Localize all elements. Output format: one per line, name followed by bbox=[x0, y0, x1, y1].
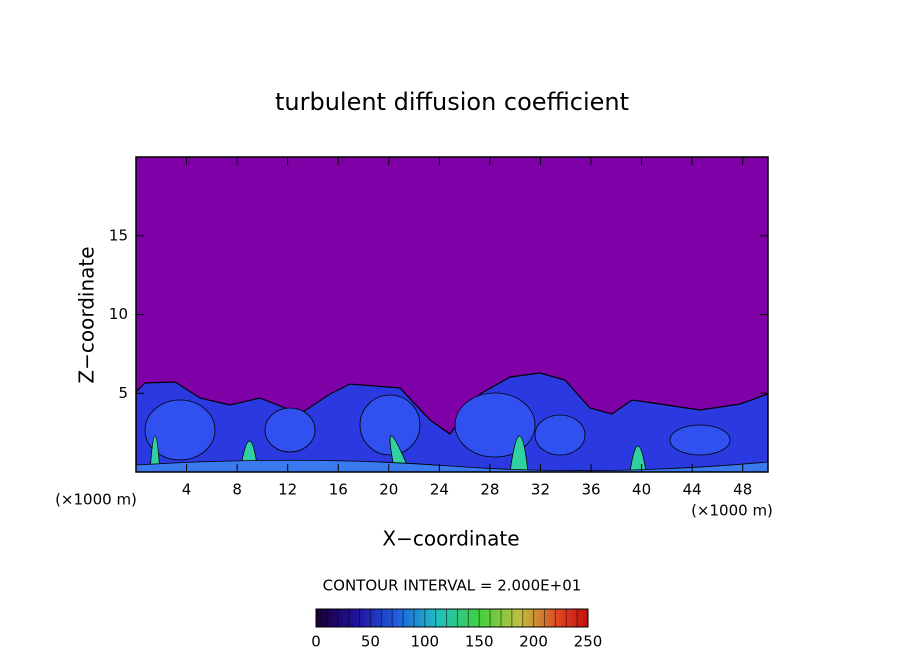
y-tick-label: 10 bbox=[109, 305, 128, 323]
colorbar bbox=[315, 608, 589, 628]
colorbar-tick-label: 50 bbox=[361, 633, 380, 651]
x-tick-label: 20 bbox=[379, 481, 398, 499]
x-axis-label: X−coordinate bbox=[382, 527, 519, 551]
x-tick-label: 32 bbox=[531, 481, 550, 499]
eddy bbox=[534, 414, 586, 456]
y-tick-label: 15 bbox=[109, 226, 128, 244]
x-tick-label: 8 bbox=[232, 481, 242, 499]
colorbar-tick-label: 0 bbox=[311, 633, 321, 651]
x-tick-label: 48 bbox=[733, 481, 752, 499]
chart-title: turbulent diffusion coefficient bbox=[275, 88, 629, 116]
x-tick-label: 40 bbox=[632, 481, 651, 499]
x-unit: (×1000 m) bbox=[691, 502, 773, 520]
y-tick-label: 5 bbox=[118, 384, 128, 402]
colorbar-tick-label: 250 bbox=[574, 633, 603, 651]
x-tick-label: 36 bbox=[581, 481, 600, 499]
y-unit: (×1000 m) bbox=[55, 491, 137, 509]
eddy bbox=[144, 399, 216, 461]
eddy bbox=[264, 407, 316, 453]
eddy bbox=[669, 424, 731, 456]
x-tick-label: 12 bbox=[278, 481, 297, 499]
x-tick-label: 24 bbox=[430, 481, 449, 499]
colorbar-tick-label: 100 bbox=[410, 633, 439, 651]
x-tick-label: 44 bbox=[683, 481, 702, 499]
y-axis-label: Z−coordinate bbox=[75, 246, 99, 383]
plume bbox=[509, 435, 529, 472]
field bbox=[136, 157, 768, 472]
contour-interval: CONTOUR INTERVAL = 2.000E+01 bbox=[323, 577, 582, 595]
x-tick-label: 28 bbox=[480, 481, 499, 499]
eddy bbox=[359, 394, 421, 456]
x-tick-label: 16 bbox=[329, 481, 348, 499]
surface-layer bbox=[136, 459, 768, 472]
x-tick-label: 4 bbox=[182, 481, 192, 499]
colorbar-tick-label: 150 bbox=[465, 633, 494, 651]
eddy bbox=[454, 392, 536, 458]
colorbar-tick-label: 200 bbox=[519, 633, 548, 651]
